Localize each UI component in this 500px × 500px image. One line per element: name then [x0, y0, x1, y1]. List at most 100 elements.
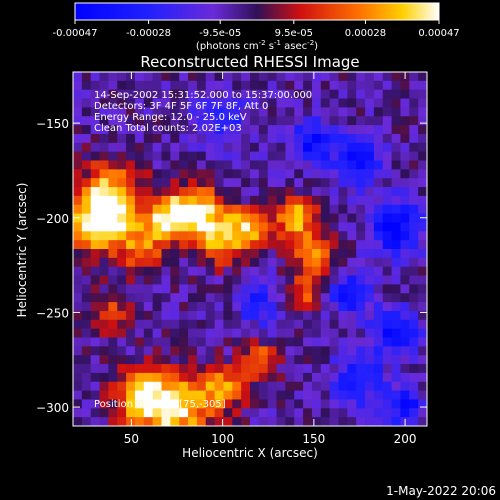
heatmap-cell: [338, 372, 348, 383]
heatmap-cell: [303, 89, 313, 99]
heatmap-cell: [143, 310, 154, 321]
heatmap-cell: [356, 372, 366, 383]
heatmap-cell: [205, 72, 215, 82]
heatmap-cell: [329, 275, 339, 285]
heatmap-cell: [73, 293, 83, 303]
heatmap-cell: [214, 204, 224, 214]
heatmap-cell: [267, 364, 277, 374]
heatmap-cell: [108, 195, 118, 206]
heatmap-cell: [90, 169, 100, 179]
heatmap-cell: [205, 107, 215, 117]
heatmap-cell: [267, 116, 277, 126]
heatmap-cell: [329, 89, 339, 99]
heatmap-cell: [196, 107, 207, 117]
heatmap-cell: [303, 151, 313, 161]
heatmap-cell: [232, 116, 242, 126]
heatmap-cell: [81, 319, 92, 330]
heatmap-cell: [320, 275, 331, 285]
heatmap-cell: [99, 249, 109, 259]
heatmap-cell: [170, 204, 180, 214]
heatmap-cell: [250, 257, 260, 268]
heatmap-cell: [365, 293, 375, 303]
heatmap-cell: [134, 355, 145, 365]
heatmap-cell: [214, 151, 224, 161]
heatmap-cell: [311, 240, 322, 250]
heatmap-cell: [391, 187, 401, 197]
heatmap-cell: [373, 266, 384, 276]
heatmap-cell: [356, 328, 366, 338]
heatmap-cell: [365, 319, 375, 330]
heatmap-cell: [373, 337, 384, 347]
heatmap-cell: [409, 142, 419, 153]
heatmap-cell: [196, 98, 207, 108]
heatmap-cell: [356, 408, 366, 418]
heatmap-cell: [382, 399, 392, 409]
heatmap-cell: [134, 98, 145, 108]
heatmap-cell: [117, 390, 127, 400]
heatmap-cell: [152, 187, 162, 197]
heatmap-cell: [232, 319, 242, 330]
heatmap-cell: [373, 381, 384, 391]
heatmap-cell: [73, 169, 83, 179]
heatmap-cell: [382, 89, 392, 99]
heatmap-cell: [170, 125, 180, 135]
heatmap-cell: [303, 310, 313, 321]
heatmap-cell: [161, 408, 171, 418]
heatmap-cell: [73, 302, 83, 312]
x-tick-label: 100: [211, 432, 234, 446]
heatmap-cell: [90, 275, 100, 285]
heatmap-cell: [196, 293, 207, 303]
heatmap-cell: [356, 293, 366, 303]
heatmap-cell: [161, 240, 171, 250]
heatmap-cell: [391, 72, 401, 82]
heatmap-cell: [134, 390, 145, 400]
heatmap-cell: [365, 142, 375, 153]
heatmap-cell: [303, 302, 313, 312]
heatmap-cell: [409, 195, 419, 206]
heatmap-cell: [338, 204, 348, 214]
heatmap-cell: [347, 399, 357, 409]
heatmap-cell: [179, 125, 189, 135]
heatmap-cell: [294, 328, 304, 338]
heatmap-cell: [409, 346, 419, 356]
heatmap-cell: [205, 213, 215, 223]
heatmap-cell: [267, 187, 277, 197]
heatmap-cell: [188, 346, 198, 356]
heatmap-cell: [241, 178, 251, 188]
heatmap-cell: [294, 187, 304, 197]
heatmap-cell: [205, 160, 215, 170]
heatmap-cell: [311, 372, 322, 383]
heatmap-cell: [241, 346, 251, 356]
heatmap-cell: [285, 364, 295, 374]
heatmap-cell: [161, 302, 171, 312]
heatmap-cell: [303, 284, 313, 294]
heatmap-cell: [73, 116, 83, 126]
heatmap-cell: [117, 337, 127, 347]
heatmap-cell: [365, 240, 375, 250]
heatmap-cell: [99, 89, 109, 99]
heatmap-cell: [81, 240, 92, 250]
heatmap-cell: [311, 142, 322, 153]
heatmap-cell: [99, 231, 109, 241]
heatmap-cell: [214, 372, 224, 383]
heatmap-cell: [170, 364, 180, 374]
heatmap-cell: [152, 293, 162, 303]
heatmap-cell: [170, 275, 180, 285]
heatmap-cell: [276, 187, 286, 197]
heatmap-cell: [188, 142, 198, 153]
heatmap-cell: [391, 372, 401, 383]
heatmap-cell: [196, 240, 207, 250]
heatmap-cell: [117, 222, 127, 232]
heatmap-cell: [223, 372, 233, 383]
heatmap-cell: [356, 89, 366, 99]
heatmap-cell: [303, 98, 313, 108]
heatmap-cell: [179, 293, 189, 303]
heatmap-cell: [188, 178, 198, 188]
heatmap-cell: [382, 381, 392, 391]
heatmap-cell: [99, 133, 109, 144]
heatmap-cell: [347, 328, 357, 338]
heatmap-cell: [152, 204, 162, 214]
heatmap-cell: [311, 275, 322, 285]
heatmap-cell: [223, 151, 233, 161]
heatmap-cell: [126, 346, 136, 356]
